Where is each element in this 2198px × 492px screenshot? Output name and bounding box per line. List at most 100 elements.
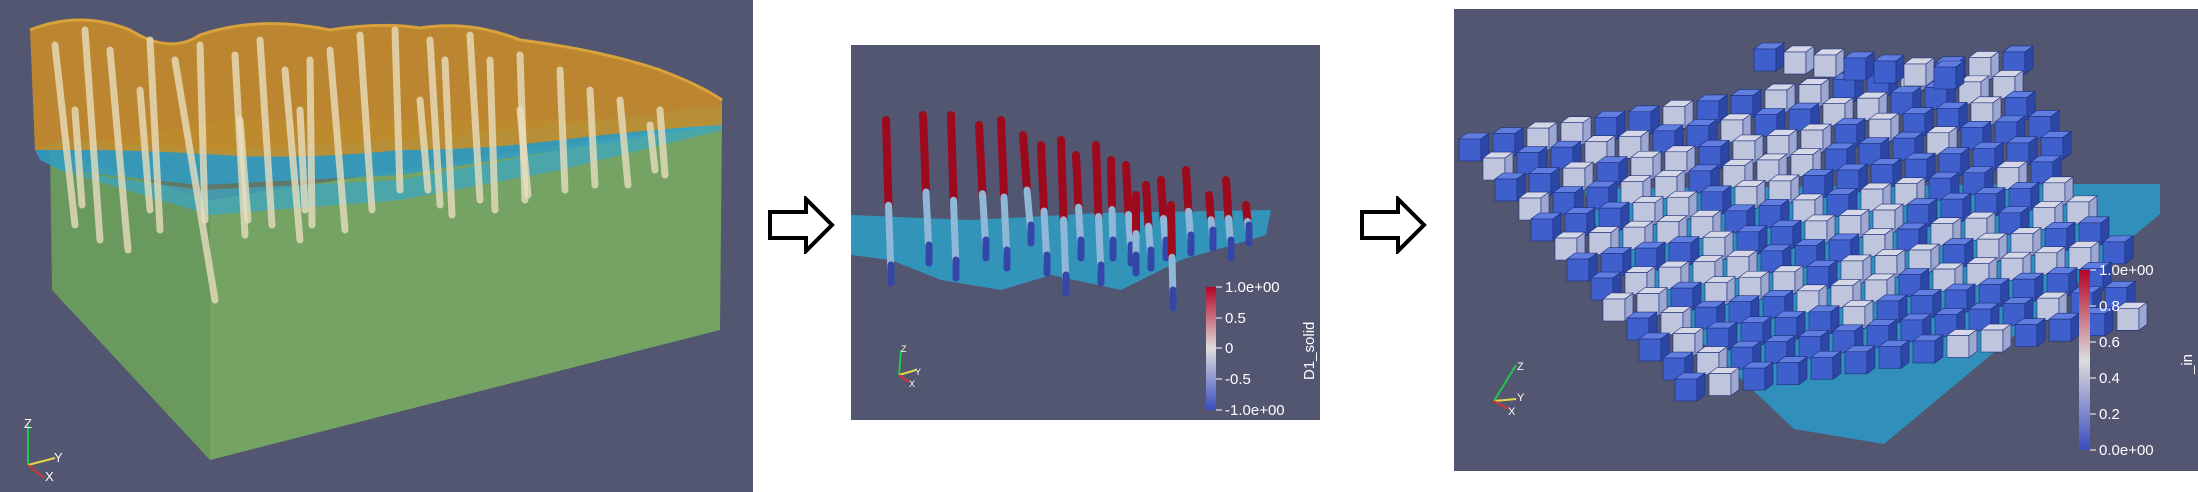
voxel-cube <box>1730 366 1740 397</box>
voxel-cube <box>1458 138 1482 162</box>
voxel-cube <box>2116 307 2140 331</box>
well-line <box>196 41 209 224</box>
axis-x-label: X <box>1508 406 1516 418</box>
voxel-cube <box>1813 54 1837 78</box>
axis-x-label: X <box>909 379 915 389</box>
well-line <box>281 66 304 244</box>
axis-triad: Z Y X <box>24 416 63 484</box>
voxel-cube <box>2124 235 2134 265</box>
well-tube-upper <box>997 116 1008 201</box>
well-tube-upper <box>1142 181 1153 231</box>
axis-y-label: Y <box>54 450 63 465</box>
well-tube-upper <box>1019 131 1031 194</box>
colorbar-tick: 0.5 <box>1225 310 1246 327</box>
voxel-viewport[interactable]: Z Y X 1.0e+00 0.8 0.6 0.4 0.2 0.0e+00 _i… <box>1454 9 2198 471</box>
voxel-cube <box>1866 345 1876 375</box>
well-tube-upper <box>1072 151 1083 212</box>
well-line <box>136 86 154 214</box>
well-line <box>391 26 404 194</box>
voxel-cube-group <box>1458 42 2148 402</box>
well-line <box>171 56 219 304</box>
well-line <box>646 121 659 174</box>
voxel-cube <box>1753 48 1777 72</box>
well-line <box>426 36 444 209</box>
well-tube-upper <box>882 116 893 210</box>
geomodel-viewport[interactable]: Z Y X <box>0 0 753 492</box>
axis-y-label: Y <box>915 367 921 377</box>
colorbar-tick: 1.0e+00 <box>2099 262 2154 279</box>
well-tube-upper <box>1092 141 1103 221</box>
well-line <box>556 66 569 194</box>
well-line <box>356 31 376 214</box>
well-tube-upper <box>1157 176 1168 223</box>
voxel-render: Z Y X 1.0e+00 0.8 0.6 0.4 0.2 0.0e+00 _i… <box>1458 42 2196 459</box>
voxel-cube <box>1900 339 1910 369</box>
well-line <box>441 56 456 219</box>
voxel-cube <box>2138 301 2148 331</box>
well-line <box>486 56 499 214</box>
arrow-right-icon <box>768 196 835 254</box>
colorbar-tick: 0.4 <box>2099 370 2120 387</box>
well-tube-upper <box>1122 161 1133 219</box>
well-line <box>516 106 532 199</box>
well-line <box>81 26 104 244</box>
voxel-cube <box>1843 57 1867 81</box>
axis-z-label: Z <box>24 416 32 431</box>
colorbar: 1.0e+00 0.8 0.6 0.4 0.2 0.0e+00 _in <box>2079 262 2196 459</box>
colorbar-gradient <box>2079 270 2090 450</box>
voxel-cube <box>1602 298 1626 322</box>
well-tube-upper <box>1057 136 1068 224</box>
voxel-cube <box>1776 362 1800 385</box>
colorbar: 1.0e+00 0.5 0 -0.5 -1.0e+00 D1_solid <box>1206 279 1318 419</box>
colorbar-tick: 0.6 <box>2099 334 2120 351</box>
voxel-cube <box>1832 350 1842 380</box>
well-line <box>51 41 79 229</box>
colorbar-tick: -0.5 <box>1225 371 1251 388</box>
voxel-cube <box>1783 51 1807 75</box>
well-tube-upper <box>947 111 958 205</box>
colorbar-tick: 0.2 <box>2099 406 2120 423</box>
voxel-cube <box>1878 346 1902 369</box>
orange-layer-top-highlight <box>29 18 723 102</box>
blue-layer-front <box>60 120 722 215</box>
colorbar-tick: 1.0e+00 <box>1225 279 1280 296</box>
voxel-cube <box>1566 258 1590 282</box>
voxel-cube <box>1764 361 1774 391</box>
green-block-front-face <box>210 120 722 460</box>
axis-z-label: Z <box>901 344 907 354</box>
voxel-cube <box>1810 356 1834 380</box>
voxel-cube <box>2102 241 2126 265</box>
voxel-cube <box>1980 329 2004 353</box>
well-tube-upper <box>1107 156 1116 214</box>
colorbar-tick: 0.8 <box>2099 298 2120 315</box>
green-block-left-face <box>50 150 210 460</box>
voxel-cube <box>1912 340 1936 364</box>
voxel-cube <box>2104 307 2114 337</box>
axis-triad: Z Y X <box>1493 361 1525 418</box>
axis-x-label: X <box>45 469 54 484</box>
voxel-cube <box>2024 45 2034 75</box>
well-line <box>466 31 484 204</box>
well-line <box>71 106 86 209</box>
axis-z-label: Z <box>1517 361 1524 373</box>
voxel-cube <box>2002 323 2012 353</box>
voxel-cube <box>1844 351 1868 375</box>
voxel-cube <box>2036 318 2046 348</box>
wells-render: Z Y X 1.0e+00 0.5 0 -0.5 -1.0e+00 D1_sol… <box>851 111 1318 419</box>
colorbar-gradient <box>1206 287 1216 410</box>
colorbar-tick: 0 <box>1225 340 1233 357</box>
wells-viewport[interactable]: Z Y X 1.0e+00 0.5 0 -0.5 -1.0e+00 D1_sol… <box>851 45 1320 420</box>
axis-y-label: Y <box>1517 392 1525 404</box>
well-line <box>586 86 599 189</box>
voxel-cube <box>2062 130 2072 160</box>
well-group <box>51 26 669 304</box>
voxel-cube <box>1934 334 1944 364</box>
well-line <box>106 46 132 254</box>
voxel-cube <box>1933 66 1957 90</box>
well-line <box>256 36 276 229</box>
well-line <box>656 106 669 179</box>
colorbar-tick: 0.0e+00 <box>2099 442 2154 459</box>
arrow-right-icon <box>1360 196 1427 254</box>
voxel-cube <box>1530 218 1554 242</box>
well-line <box>326 46 349 234</box>
